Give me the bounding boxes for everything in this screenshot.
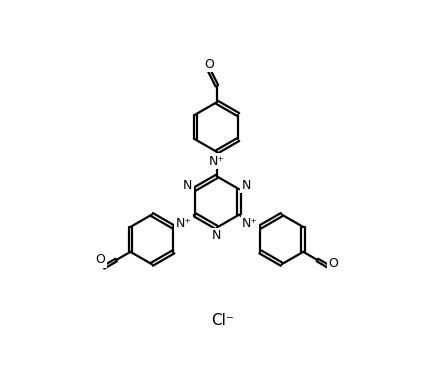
- Text: N⁺: N⁺: [176, 217, 192, 230]
- Text: O: O: [204, 58, 214, 71]
- Text: N: N: [241, 178, 251, 192]
- Text: Cl⁻: Cl⁻: [211, 313, 234, 328]
- Text: O: O: [329, 257, 338, 270]
- Text: N: N: [183, 178, 192, 192]
- Text: N⁺: N⁺: [209, 154, 225, 168]
- Text: O: O: [95, 253, 105, 266]
- Text: N⁺: N⁺: [242, 217, 258, 230]
- Text: N: N: [212, 229, 221, 242]
